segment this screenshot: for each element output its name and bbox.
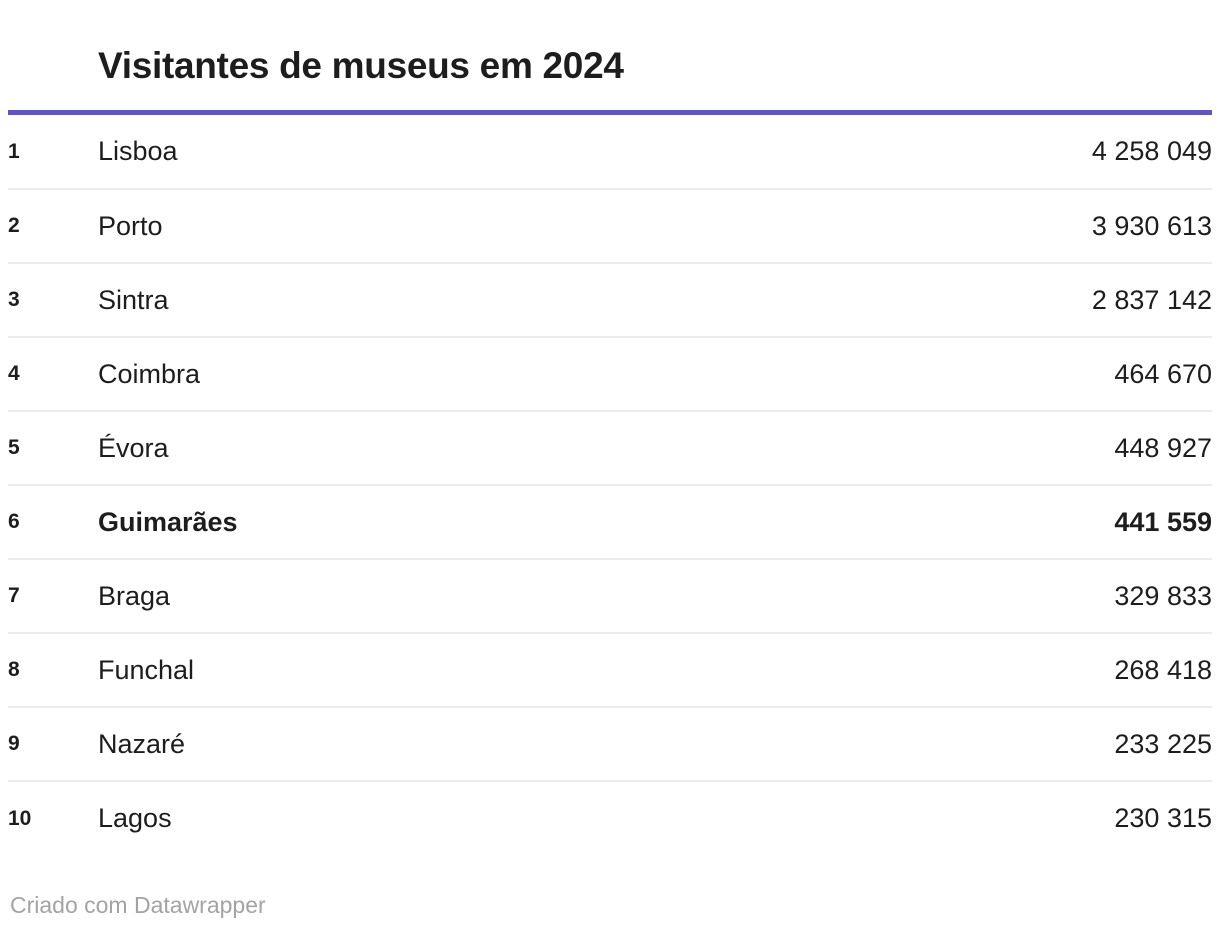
value-cell: 233 225 <box>792 706 1212 781</box>
city-cell: Sintra <box>98 262 792 337</box>
value-cell: 329 833 <box>792 558 1212 633</box>
rank-cell: 9 <box>8 706 98 781</box>
city-cell: Lagos <box>98 780 792 855</box>
ranking-table: 1 Lisboa 4 258 049 2 Porto 3 930 613 3 S… <box>8 115 1212 855</box>
value-cell: 4 258 049 <box>1091 136 1212 166</box>
table-row: 5 Évora 448 927 <box>8 410 1212 485</box>
city-cell: Braga <box>98 558 792 633</box>
table-row: 9 Nazaré 233 225 <box>8 706 1212 781</box>
rank-cell: 5 <box>8 410 98 485</box>
city-cell: Guimarães <box>98 484 792 559</box>
rank-cell: 3 <box>8 262 98 337</box>
table-row: 3 Sintra 2 837 142 <box>8 262 1212 337</box>
value-cell: 464 670 <box>792 336 1212 411</box>
accent-rule <box>8 110 1212 115</box>
city-cell: Évora <box>98 410 792 485</box>
value-cell: 268 418 <box>792 632 1212 707</box>
value-cell: 2 837 142 <box>792 262 1212 337</box>
table-row: 10 Lagos 230 315 <box>8 780 1212 855</box>
table-row: 8 Funchal 268 418 <box>8 632 1212 707</box>
table-row: 7 Braga 329 833 <box>8 558 1212 633</box>
datawrapper-attribution-link[interactable]: Criado com Datawrapper <box>10 892 266 918</box>
value-cell: 3 930 613 <box>792 188 1212 263</box>
rank-cell: 8 <box>8 632 98 707</box>
city-cell: Funchal <box>98 632 792 707</box>
table-row: 2 Porto 3 930 613 <box>8 188 1212 263</box>
city-cell: Porto <box>98 188 792 263</box>
rank-cell: 7 <box>8 558 98 633</box>
table-row: 1 Lisboa 4 258 049 <box>8 115 1212 189</box>
value-cell: 441 559 <box>792 484 1212 559</box>
chart-footer: Criado com Datawrapper <box>10 892 1212 918</box>
value-cell: 230 315 <box>792 780 1212 855</box>
city-cell: Nazaré <box>98 706 792 781</box>
rank-cell: 1 <box>8 139 20 163</box>
city-cell: Lisboa <box>98 136 178 166</box>
chart-header: Visitantes de museus em 2024 <box>98 46 1212 86</box>
rank-cell: 4 <box>8 336 98 411</box>
table-row-highlighted: 6 Guimarães 441 559 <box>8 484 1212 559</box>
rank-cell: 10 <box>8 780 98 855</box>
city-cell: Coimbra <box>98 336 792 411</box>
page-title: Visitantes de museus em 2024 <box>98 45 624 86</box>
value-cell: 448 927 <box>792 410 1212 485</box>
table-row: 4 Coimbra 464 670 <box>8 336 1212 411</box>
rank-cell: 6 <box>8 484 98 559</box>
rank-cell: 2 <box>8 188 98 263</box>
ranking-table-body: 1 Lisboa 4 258 049 2 Porto 3 930 613 3 S… <box>8 115 1212 855</box>
